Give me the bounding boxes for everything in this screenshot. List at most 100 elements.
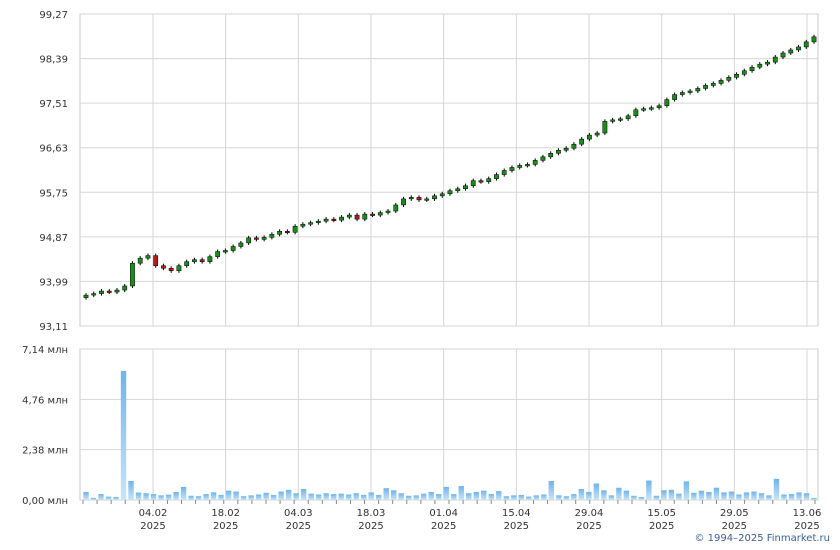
candle-body: [106, 290, 112, 293]
x-tick-year: 2025: [649, 521, 674, 532]
volume-bar: [803, 493, 810, 500]
volume-bar: [143, 493, 149, 500]
volume-bar: [345, 494, 352, 500]
candle-body: [540, 156, 546, 161]
candle-body: [803, 41, 809, 48]
volume-bar: [406, 495, 412, 500]
candle-body: [432, 195, 437, 200]
volume-bar: [676, 493, 682, 500]
x-tick-year: 2025: [431, 521, 456, 532]
price-tick-label: 98,39: [39, 55, 68, 66]
price-panel-frame: [79, 13, 819, 327]
copyright-text: © 1994–2025 Finmarket.ru: [694, 533, 830, 544]
volume-bar: [285, 489, 292, 500]
candle-body: [703, 85, 708, 89]
volume-bar: [586, 491, 592, 500]
x-tick-date: 29.04: [575, 508, 604, 519]
volume-bar: [158, 495, 164, 500]
volume-bar: [255, 494, 262, 500]
price-tick-label: 93,11: [39, 322, 68, 333]
candle-body: [695, 88, 701, 92]
volume-bar: [263, 492, 269, 500]
x-tick-year: 2025: [286, 521, 311, 532]
volume-bar: [646, 480, 652, 500]
volume-bar: [623, 490, 630, 500]
volume-bar: [713, 487, 720, 500]
candle-body: [122, 285, 128, 291]
volume-bar: [556, 495, 562, 500]
candle-body: [664, 99, 670, 106]
candle-body: [796, 46, 801, 51]
candle-body: [571, 143, 577, 149]
volume-bar: [270, 494, 277, 500]
volume-bar: [631, 495, 637, 500]
candle-body: [757, 63, 763, 68]
price-tick-label: 99,27: [39, 10, 68, 21]
candle-body: [765, 61, 770, 65]
candle-body: [261, 237, 267, 240]
volume-bar: [578, 489, 585, 500]
volume-bar: [225, 490, 232, 500]
volume-bar: [203, 494, 209, 500]
volume-bar: [458, 486, 464, 500]
volume-bar: [601, 490, 607, 500]
volume-bar: [360, 494, 367, 500]
candle-body: [470, 180, 476, 186]
x-tick-year: 2025: [213, 521, 238, 532]
candle-body: [192, 259, 197, 262]
candle-body: [525, 164, 530, 167]
volume-bar: [728, 491, 735, 500]
candle-body: [300, 223, 306, 227]
volume-bar: [293, 493, 299, 500]
candle-body: [648, 107, 654, 110]
candle-body: [393, 204, 399, 212]
candle-body: [532, 160, 538, 165]
candle-body: [811, 36, 817, 43]
candle-body: [563, 147, 569, 151]
volume-bar: [811, 497, 817, 500]
candle-body: [292, 225, 298, 233]
candle-body: [354, 214, 360, 220]
volume-bar: [773, 478, 780, 500]
candle-body: [176, 265, 182, 272]
volume-bar: [661, 490, 667, 500]
volume-bar: [481, 490, 487, 500]
volume-bar: [240, 496, 247, 500]
volume-bar: [781, 494, 787, 500]
candle-body: [223, 250, 228, 253]
candle-body: [308, 222, 313, 225]
x-tick-year: 2025: [576, 521, 601, 532]
volume-bar: [563, 496, 570, 500]
volume-bar: [616, 487, 622, 500]
x-tick-year: 2025: [722, 521, 747, 532]
price-tick-label: 93,99: [39, 277, 68, 288]
volume-bar: [315, 494, 322, 500]
candle-body: [269, 234, 275, 238]
price-tick-label: 95,75: [39, 188, 68, 199]
price-tick-label: 97,51: [39, 99, 68, 110]
volume-bar: [788, 494, 795, 500]
volume-bar: [338, 493, 344, 500]
volume-tick-label: 0,00 млн: [22, 496, 68, 507]
x-tick-date: 01.04: [429, 508, 458, 519]
volume-bar: [511, 495, 517, 500]
volume-panel-frame: [79, 348, 819, 501]
volume-bar: [173, 491, 179, 500]
candle-body: [130, 262, 135, 287]
candle-body: [377, 212, 383, 216]
candle-body: [401, 198, 406, 206]
candle-body: [416, 197, 422, 201]
volume-bar: [488, 494, 494, 500]
candle-body: [323, 218, 329, 222]
candle-body: [114, 289, 120, 293]
volume-bar: [375, 494, 382, 500]
volume-bar: [421, 493, 427, 500]
volume-bar: [135, 492, 142, 500]
volume-bar: [571, 494, 577, 500]
candle-body: [230, 246, 236, 251]
x-tick-year: 2025: [358, 521, 383, 532]
candle-body: [246, 237, 252, 244]
volume-bar: [743, 492, 750, 500]
candle-body: [579, 138, 585, 145]
volume-bar: [188, 495, 194, 500]
